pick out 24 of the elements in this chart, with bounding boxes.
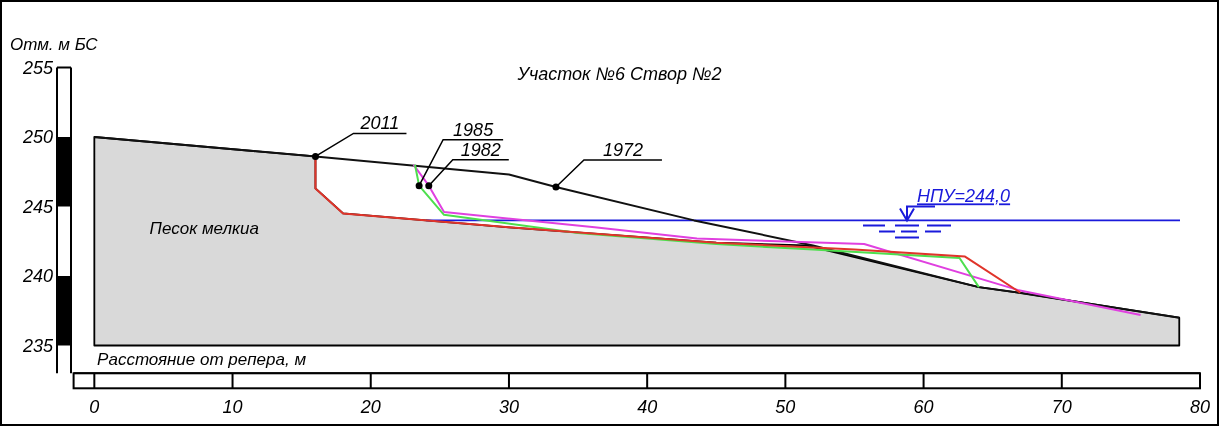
x-axis-title: Расстояние от репера, м bbox=[97, 350, 307, 370]
y-tick-label: 245 bbox=[21, 196, 54, 217]
text: 2011 bbox=[359, 113, 400, 134]
y-tick-label: 235 bbox=[21, 335, 54, 356]
x-tick-label: 50 bbox=[775, 397, 796, 418]
chart-title: Участок №6 Створ №2 bbox=[516, 63, 722, 84]
x-tick-label: 0 bbox=[89, 397, 100, 418]
x-tick-label: 10 bbox=[222, 397, 243, 418]
y-tick-label: 240 bbox=[21, 266, 53, 287]
y-axis-title: Отм. м БС bbox=[10, 35, 99, 54]
line-series bbox=[412, 163, 1142, 316]
x-tick-label: 30 bbox=[498, 397, 519, 418]
x-tick-label: 20 bbox=[359, 397, 381, 418]
x-tick-label: 80 bbox=[1189, 397, 1211, 418]
annotation: Песок мелкиа bbox=[149, 219, 259, 239]
text: 1985 bbox=[453, 119, 495, 140]
x-tick-label: 70 bbox=[1051, 397, 1072, 418]
ref-line-label: НПУ=244,0 bbox=[917, 186, 1011, 207]
x-tick-label: 60 bbox=[913, 397, 934, 418]
y-tick-label: 255 bbox=[21, 57, 54, 78]
y-tick-label: 250 bbox=[21, 127, 53, 148]
x-tick-label: 40 bbox=[637, 397, 658, 418]
text: 1972 bbox=[602, 140, 643, 161]
text: 1982 bbox=[460, 139, 501, 160]
